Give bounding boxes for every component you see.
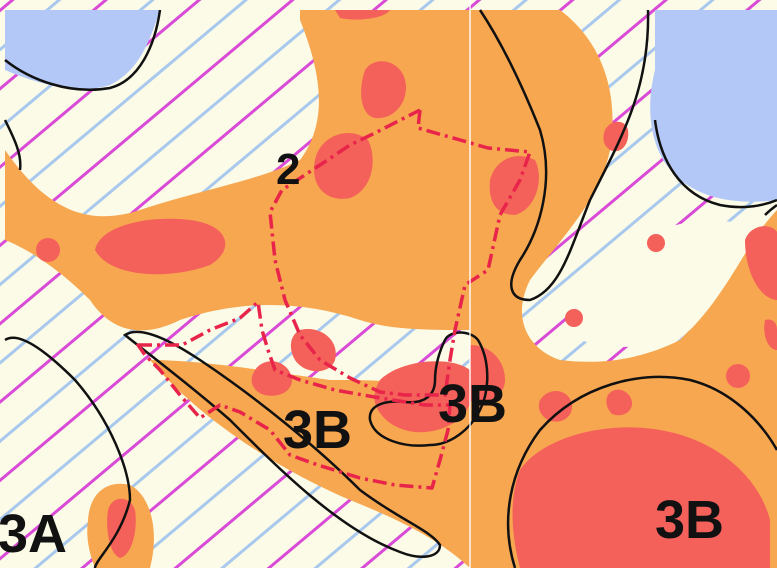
orange-zone-center-right (470, 10, 777, 568)
cream-zone-right (560, 220, 760, 347)
zone-label-2: 2 (276, 145, 300, 194)
zone-label-3b-center: 3B (283, 400, 352, 460)
water-body-top-left (5, 10, 160, 90)
water-body-top-right (650, 10, 777, 202)
zone-label-3b-bottom-right: 3B (655, 490, 724, 550)
zone-boundaries (3, 9, 777, 568)
red-zones (36, 10, 777, 568)
zone-label-3a: 3A (0, 504, 67, 564)
dashdot-boundaries (136, 108, 532, 490)
zone-label-3b-right: 3B (438, 374, 507, 434)
